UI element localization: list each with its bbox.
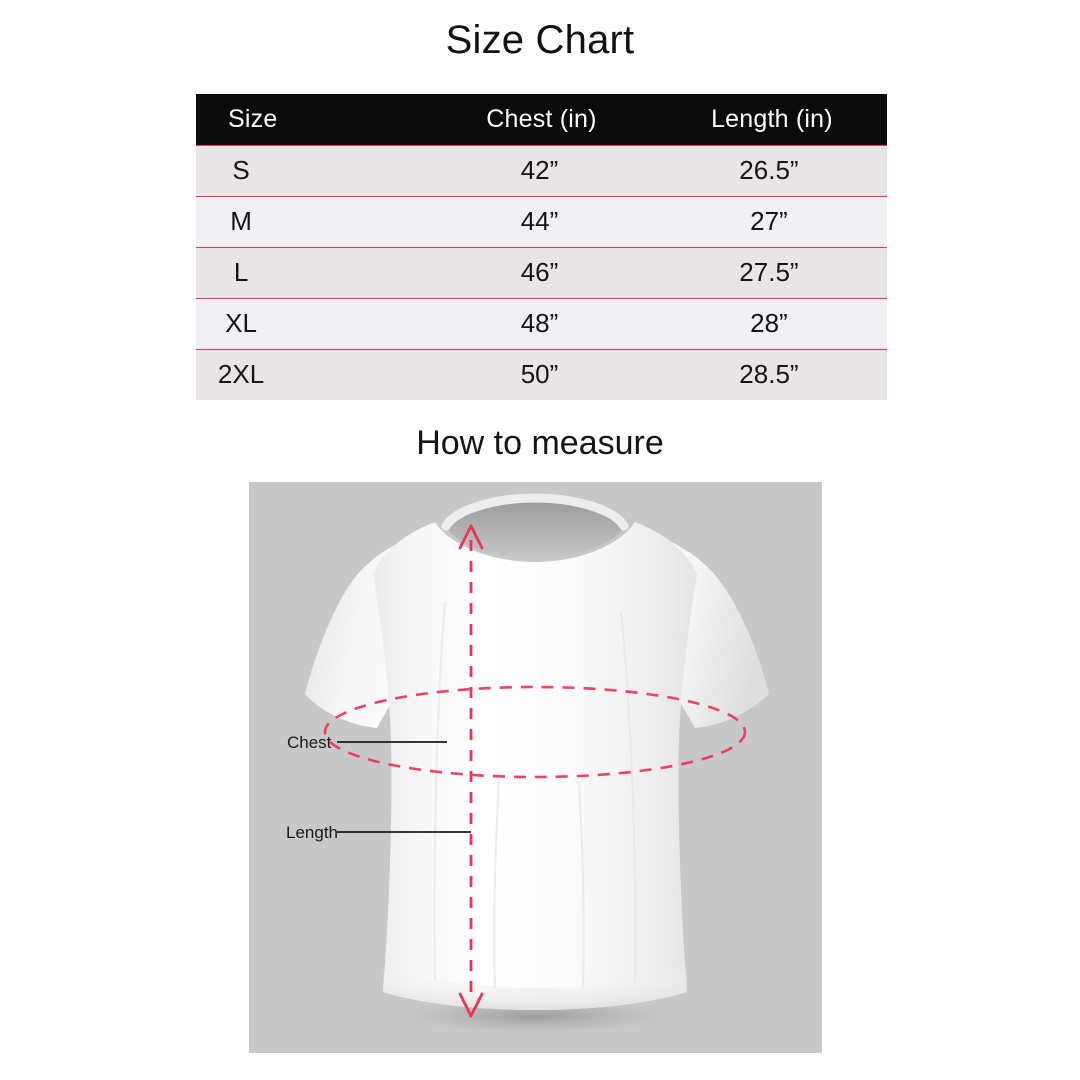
cell-chest: 46”	[520, 257, 559, 287]
measure-figure-panel	[249, 482, 822, 1053]
table-header: Size Chest (in) Length (in)	[196, 94, 887, 145]
table-header-row: Size Chest (in) Length (in)	[196, 94, 887, 145]
cell-chest: 42”	[520, 155, 559, 185]
table-row: XL 48” 28”	[196, 298, 887, 349]
how-to-measure-heading: How to measure	[416, 424, 664, 462]
cell-length: 28”	[750, 308, 788, 338]
cell-chest: 48”	[520, 308, 559, 338]
page-title: Size Chart	[445, 18, 635, 62]
cell-size: 2XL	[217, 359, 265, 390]
column-header-length: Length (in)	[656, 94, 887, 145]
cell-size: M	[230, 206, 252, 236]
cell-chest: 44”	[520, 206, 559, 236]
length-arrow-bottom-icon	[458, 992, 484, 1018]
fabric-folds	[433, 601, 637, 989]
table-row: 2XL 50” 28.5”	[196, 349, 887, 400]
collar-opening	[446, 498, 624, 558]
cell-size: L	[233, 257, 249, 287]
cell-chest: 50”	[520, 359, 559, 390]
chest-annotation-label: Chest	[287, 733, 332, 752]
column-header-chest: Chest (in)	[426, 94, 657, 145]
table-row: L 46” 27.5”	[196, 247, 887, 298]
tshirt-diagram	[305, 493, 769, 1036]
cell-size: S	[232, 155, 250, 185]
cell-size: XL	[225, 308, 257, 338]
collar-rib	[441, 493, 629, 531]
cell-length: 27.5”	[739, 257, 799, 287]
hem-shading	[383, 964, 687, 1010]
cell-length: 26.5”	[739, 155, 799, 185]
size-chart-table: Size Chest (in) Length (in) S 42” 26.5” …	[196, 94, 887, 400]
column-header-size: Size	[196, 94, 427, 145]
length-annotation-label: Length	[286, 823, 338, 842]
table-row: S 42” 26.5”	[196, 145, 887, 196]
shirt-body	[373, 522, 697, 1010]
cell-length: 28.5”	[739, 359, 799, 390]
length-arrow-top-icon	[458, 524, 484, 550]
cell-length: 27”	[750, 206, 788, 236]
chest-guide-ellipse	[323, 685, 747, 779]
table-row: M 44” 27”	[196, 196, 887, 247]
table-body: S 42” 26.5” M 44” 27” L 46” 27.5” XL 48”…	[196, 145, 887, 400]
